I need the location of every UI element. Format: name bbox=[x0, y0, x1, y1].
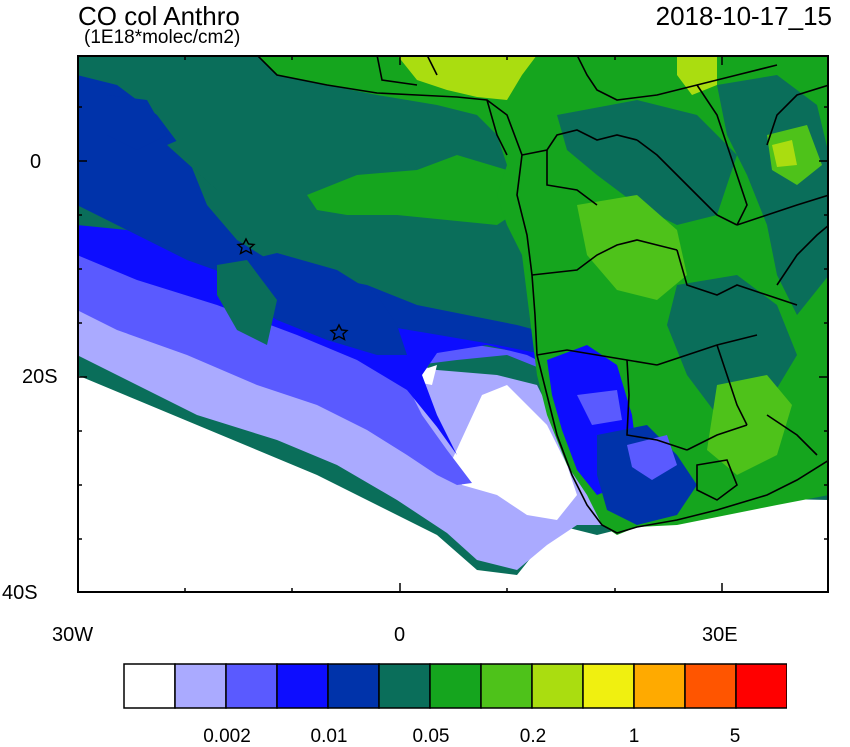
map-panel bbox=[77, 55, 829, 593]
x-tick-label-0: 0 bbox=[394, 624, 406, 646]
colorbar-swatch bbox=[327, 663, 380, 709]
colorbar-swatch bbox=[429, 663, 482, 709]
colorbar-swatch bbox=[582, 663, 635, 709]
x-tick-label-30w: 30W bbox=[52, 624, 94, 646]
colorbar-swatch bbox=[276, 663, 329, 709]
units-label: (1E18*molec/cm2) bbox=[84, 27, 241, 48]
datetime-label: 2018-10-17_15 bbox=[655, 1, 832, 31]
field-white-tongue bbox=[452, 385, 577, 520]
field-white-patch bbox=[422, 365, 437, 385]
field-yellow-green-east bbox=[677, 55, 717, 95]
y-tick-label-40s: 40S bbox=[2, 582, 38, 604]
field-teal-congo bbox=[557, 100, 737, 225]
colorbar-swatch bbox=[531, 663, 584, 709]
colorbar-label-5: 5 bbox=[729, 726, 741, 747]
colorbar-swatch bbox=[225, 663, 278, 709]
field-white bbox=[77, 375, 829, 593]
star-marker-2 bbox=[329, 323, 349, 341]
colorbar-swatch bbox=[378, 663, 431, 709]
map-title: CO col Anthro bbox=[78, 1, 240, 31]
field-dark-blue-center bbox=[227, 253, 407, 355]
colorbar-swatches bbox=[123, 663, 788, 709]
colorbar-swatch bbox=[735, 663, 788, 709]
field-dark-blue-west bbox=[107, 95, 167, 150]
colorbar bbox=[123, 663, 788, 714]
field-green-plume bbox=[307, 155, 527, 225]
colorbar-label-0002: 0.002 bbox=[203, 726, 251, 747]
colorbar-label-02: 0.2 bbox=[519, 726, 547, 747]
colorbar-swatch bbox=[633, 663, 686, 709]
field-mid-blue-kalahari bbox=[577, 390, 622, 425]
colorbar-label-005: 0.05 bbox=[412, 726, 450, 747]
colorbar-label-001: 0.01 bbox=[310, 726, 348, 747]
field-teal-plume bbox=[217, 260, 277, 345]
tick-marks bbox=[77, 55, 829, 593]
colorbar-swatch bbox=[480, 663, 533, 709]
country-borders bbox=[256, 55, 829, 534]
star-markers bbox=[236, 237, 349, 341]
field-mid-blue-sa bbox=[627, 435, 677, 480]
field-lime-angola bbox=[577, 195, 687, 300]
field-yellow-green-lake bbox=[772, 140, 797, 167]
y-tick-label-0: 0 bbox=[30, 151, 42, 173]
y-tick-label-20s: 20S bbox=[22, 366, 58, 388]
map-frame bbox=[77, 55, 829, 593]
field-lime-south bbox=[707, 375, 792, 475]
colorbar-swatch bbox=[123, 663, 176, 709]
star-marker-1 bbox=[236, 237, 256, 255]
colorbar-swatch bbox=[174, 663, 227, 709]
colorbar-swatch bbox=[684, 663, 737, 709]
colorbar-label-1: 1 bbox=[628, 726, 640, 747]
map-canvas bbox=[77, 55, 829, 593]
x-tick-label-30e: 30E bbox=[702, 624, 738, 646]
